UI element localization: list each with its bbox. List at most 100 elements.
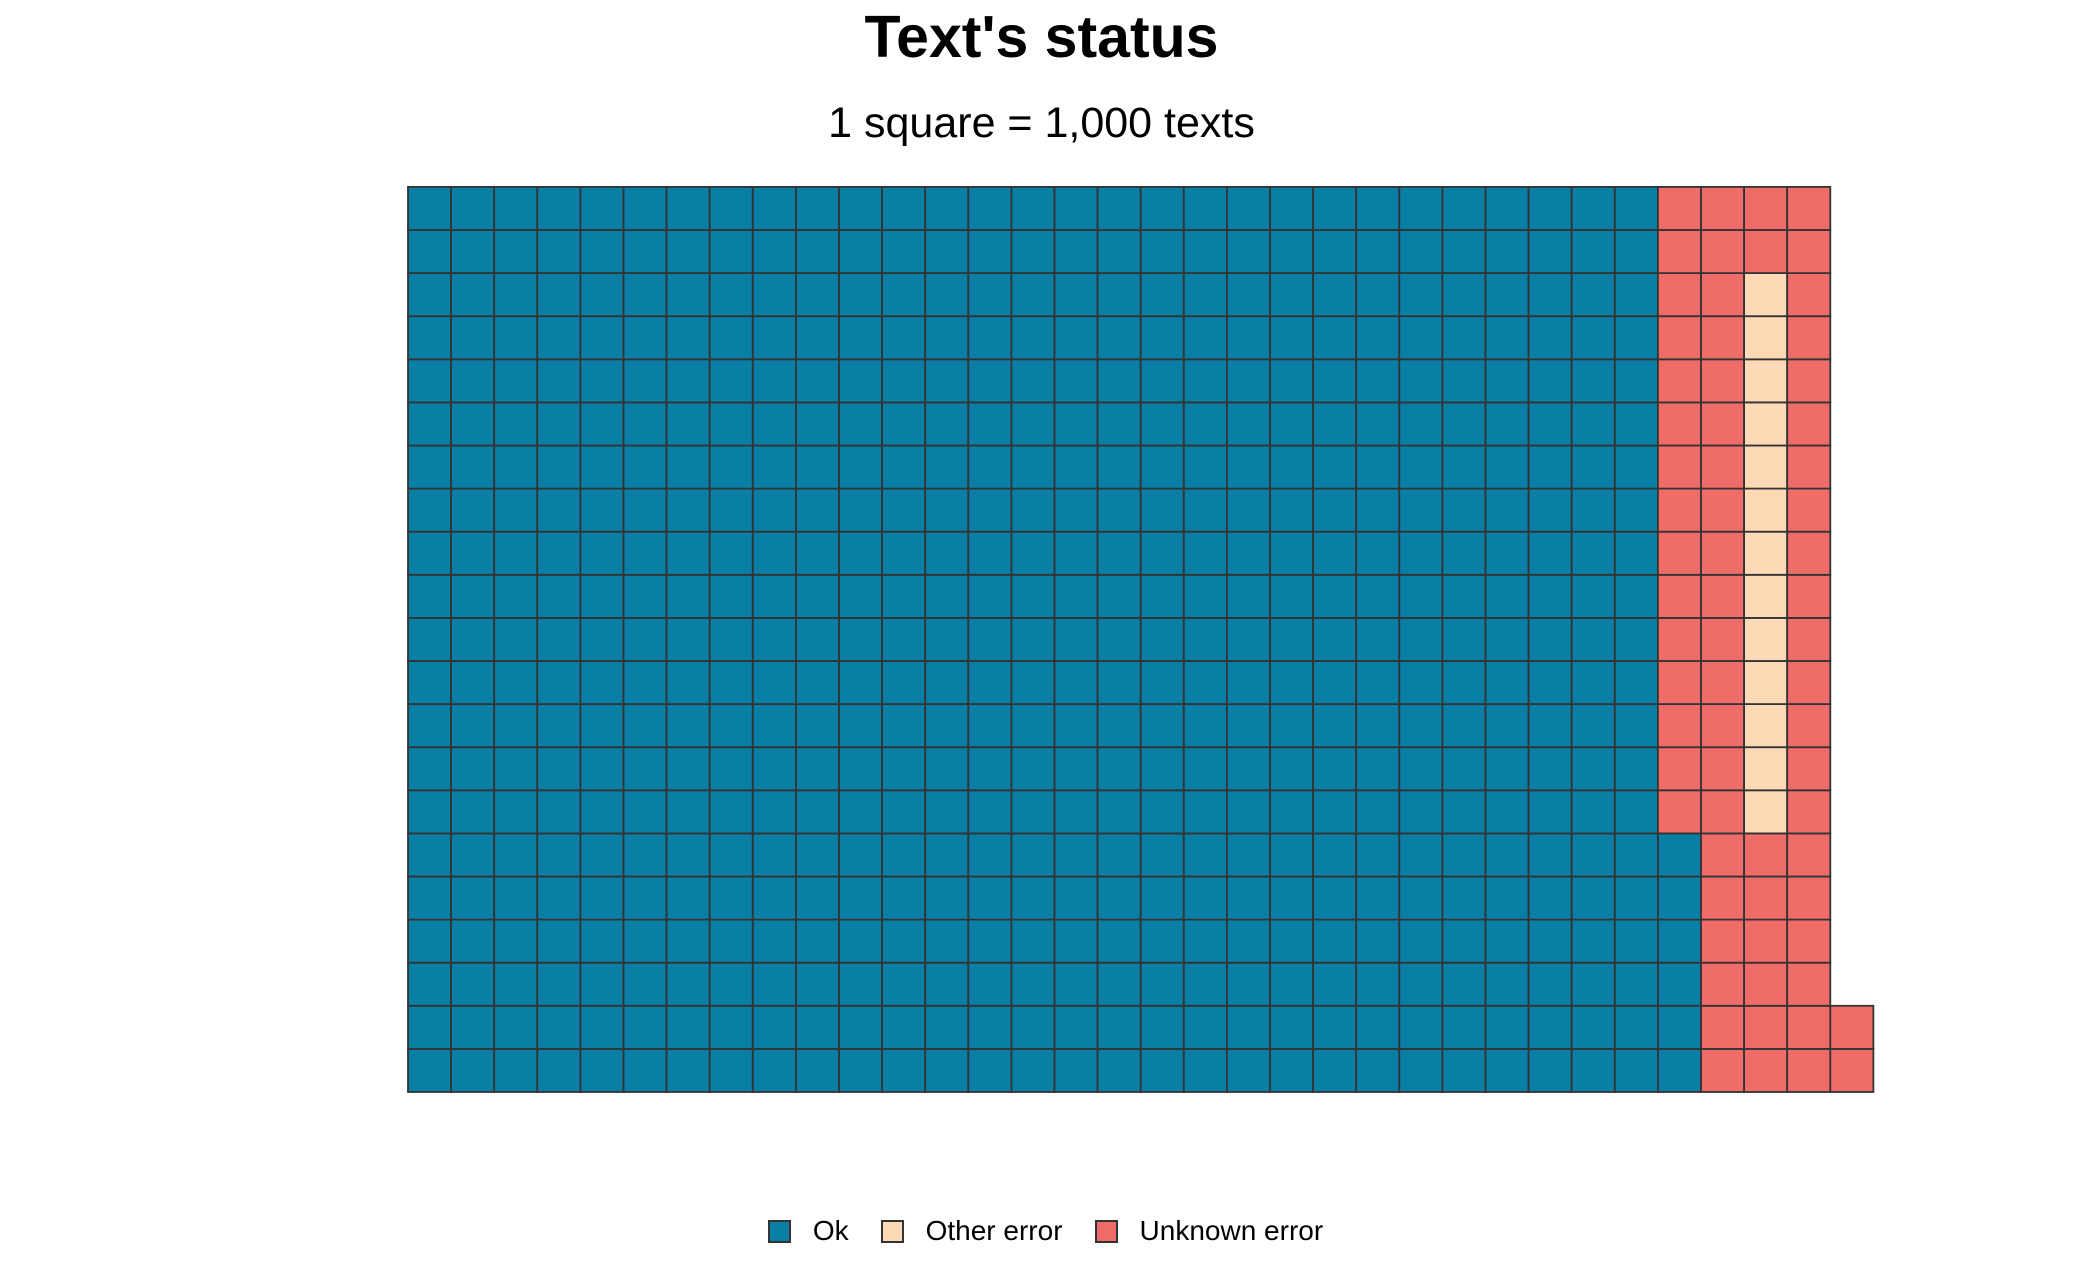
waffle-square-ok xyxy=(838,315,883,361)
waffle-square-ok xyxy=(1096,746,1142,792)
waffle-square-ok xyxy=(1441,1004,1487,1050)
waffle-square-ok xyxy=(1269,229,1314,274)
waffle-square-ok xyxy=(1053,1048,1099,1093)
waffle-square-ok xyxy=(1010,573,1056,619)
waffle-square-ok xyxy=(1441,358,1487,404)
waffle-square-ok xyxy=(1441,789,1487,835)
waffle-square-ok xyxy=(1226,272,1271,318)
waffle-square-ok xyxy=(881,444,927,490)
waffle-square-unknown-error xyxy=(1657,573,1702,619)
waffle-square-ok xyxy=(881,875,927,921)
waffle-square-other-error xyxy=(1743,315,1789,361)
waffle-square-unknown-error xyxy=(1786,789,1832,835)
waffle-square-unknown-error xyxy=(1700,746,1745,792)
waffle-square-ok xyxy=(1570,660,1616,705)
waffle-square-ok xyxy=(1010,444,1056,490)
waffle-square-ok xyxy=(1441,918,1487,964)
waffle-square-ok xyxy=(1527,530,1573,576)
waffle-square-ok xyxy=(1441,229,1487,274)
waffle-square-ok xyxy=(579,444,625,490)
waffle-square-ok xyxy=(536,789,582,835)
waffle-square-ok xyxy=(1527,358,1573,404)
waffle-square-ok xyxy=(1053,315,1099,361)
waffle-square-ok xyxy=(1613,487,1659,533)
waffle-square-ok xyxy=(967,875,1013,921)
waffle-square-unknown-error xyxy=(1700,487,1745,533)
waffle-square-ok xyxy=(1527,573,1573,619)
waffle-square-ok xyxy=(1226,401,1271,447)
waffle-square-ok xyxy=(795,961,840,1007)
waffle-square-ok xyxy=(708,703,754,749)
waffle-square-ok xyxy=(1484,272,1530,318)
waffle-square-ok xyxy=(708,358,754,404)
waffle-square-ok xyxy=(751,272,797,318)
waffle-square-ok xyxy=(1053,573,1099,619)
waffle-square-ok xyxy=(924,185,970,231)
waffle-square-other-error xyxy=(1743,573,1789,619)
waffle-square-ok xyxy=(1053,875,1099,921)
waffle-square-ok xyxy=(881,401,927,447)
waffle-square-ok xyxy=(1613,401,1659,447)
waffle-square-ok xyxy=(1269,487,1314,533)
waffle-square-ok xyxy=(1398,358,1444,404)
waffle-square-ok xyxy=(1527,875,1573,921)
waffle-square-ok xyxy=(1613,272,1659,318)
waffle-square-other-error xyxy=(1743,401,1789,447)
waffle-square-ok xyxy=(1010,1004,1056,1050)
waffle-square-ok xyxy=(924,315,970,361)
legend-label-ok: Ok xyxy=(812,1215,849,1246)
waffle-square-ok xyxy=(1484,487,1530,533)
waffle-square-ok xyxy=(1570,617,1616,662)
waffle-square-ok xyxy=(881,185,927,231)
waffle-square-ok xyxy=(1570,185,1616,231)
waffle-square-ok xyxy=(1312,1048,1358,1093)
waffle-square-ok xyxy=(838,573,883,619)
waffle-square-ok xyxy=(1527,918,1573,964)
waffle-square-ok xyxy=(1355,875,1401,921)
waffle-square-ok xyxy=(1269,875,1314,921)
waffle-square-ok xyxy=(708,660,754,705)
waffle-square-ok xyxy=(407,617,452,662)
waffle-square-ok xyxy=(881,832,927,878)
waffle-square-ok xyxy=(795,832,840,878)
waffle-square-ok xyxy=(579,401,625,447)
waffle-square-ok xyxy=(1312,746,1358,792)
waffle-square-ok xyxy=(1484,832,1530,878)
waffle-square-ok xyxy=(407,918,452,964)
waffle-square-ok xyxy=(579,918,625,964)
waffle-square-ok xyxy=(795,918,840,964)
waffle-square-ok xyxy=(450,229,496,274)
waffle-square-ok xyxy=(1010,1048,1056,1093)
waffle-square-ok xyxy=(1269,703,1314,749)
waffle-square-ok xyxy=(967,617,1013,662)
waffle-square-ok xyxy=(1096,315,1142,361)
waffle-square-ok xyxy=(1527,229,1573,274)
waffle-square-ok xyxy=(1139,573,1185,619)
waffle-square-unknown-error xyxy=(1743,1004,1789,1050)
waffle-square-ok xyxy=(536,229,582,274)
waffle-square-ok xyxy=(1355,444,1401,490)
waffle-square-ok xyxy=(795,315,840,361)
waffle-square-unknown-error xyxy=(1786,487,1832,533)
waffle-square-ok xyxy=(665,1048,711,1093)
waffle-square-ok xyxy=(579,573,625,619)
waffle-square-ok xyxy=(1527,832,1573,878)
waffle-square-ok xyxy=(1053,1004,1099,1050)
waffle-square-ok xyxy=(1269,185,1314,231)
waffle-square-ok xyxy=(1182,573,1228,619)
waffle-square-ok xyxy=(493,918,539,964)
waffle-square-ok xyxy=(1226,1048,1271,1093)
waffle-square-ok xyxy=(450,961,496,1007)
waffle-square-ok xyxy=(708,875,754,921)
waffle-square-ok xyxy=(1570,789,1616,835)
waffle-square-ok xyxy=(1269,315,1314,361)
waffle-square-ok xyxy=(1269,401,1314,447)
waffle-square-ok xyxy=(1312,1004,1358,1050)
waffle-square-other-error xyxy=(1743,746,1789,792)
legend-swatch-other-error xyxy=(880,1219,904,1243)
waffle-square-ok xyxy=(1312,617,1358,662)
waffle-square-ok xyxy=(622,573,668,619)
waffle-square-ok xyxy=(1398,487,1444,533)
waffle-square-ok xyxy=(708,832,754,878)
waffle-square-ok xyxy=(1441,185,1487,231)
